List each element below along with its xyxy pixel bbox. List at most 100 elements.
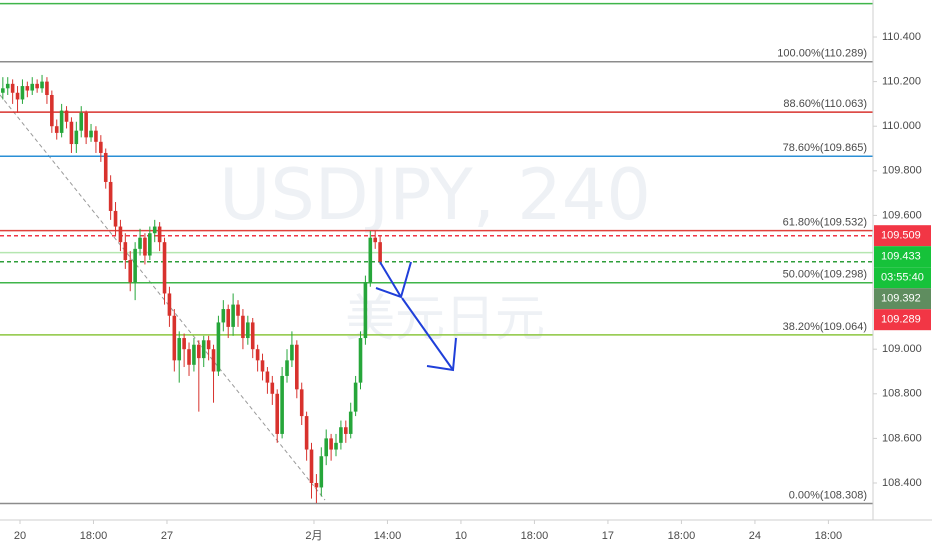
candle-body: [226, 309, 231, 327]
x-tick-label: 18:00: [80, 530, 108, 542]
candle-body: [211, 349, 216, 372]
price-badge: [874, 246, 931, 268]
candle-body: [89, 130, 93, 138]
candle-body: [84, 112, 88, 138]
candle-body: [270, 382, 275, 394]
candle-body: [265, 371, 270, 383]
fib-level-label: 100.00%(110.289): [777, 48, 867, 60]
candle-body: [353, 382, 358, 412]
candle-body: [216, 322, 221, 372]
candle-body: [20, 86, 25, 100]
candle-body: [64, 110, 69, 122]
candle-body: [59, 110, 64, 133]
arrow-1: [379, 261, 402, 298]
candle-body: [324, 438, 329, 457]
candle-body: [329, 438, 333, 450]
candle-body: [201, 340, 206, 359]
candle-body: [363, 282, 368, 339]
candle-body: [172, 315, 177, 361]
candle-body: [334, 442, 338, 450]
candle-body: [275, 393, 280, 434]
price-badge-label: 03:55:40: [881, 272, 924, 284]
arrow-2: [401, 297, 454, 371]
trend-line: [0, 94, 326, 501]
candle-body: [309, 449, 314, 483]
candle-body: [118, 226, 123, 243]
y-tick-label: 108.800: [882, 388, 922, 400]
candle-body: [138, 237, 142, 249]
candle-body: [40, 81, 44, 89]
plot: 100.00%(110.289) 88.60%(110.063) 78.60%(10…: [0, 2, 873, 505]
candle-body: [94, 130, 98, 142]
candle-body: [99, 141, 103, 153]
candle-body: [231, 304, 235, 327]
candle-body: [250, 322, 255, 350]
candle-body: [241, 315, 245, 339]
candle-body: [260, 360, 265, 372]
candle-body: [128, 260, 133, 283]
price-badge: [874, 309, 931, 331]
x-tick-label: 17: [602, 530, 614, 542]
candle-body: [79, 112, 84, 131]
arrow-1-head: [375, 261, 412, 299]
candle-body: [54, 126, 59, 133]
price-badge-label: 109.392: [881, 293, 921, 305]
price-badge-label: 109.509: [881, 230, 921, 242]
candle-body: [50, 94, 54, 127]
fib-level-label: 88.60%(110.063): [783, 98, 867, 110]
price-badge: [874, 267, 931, 289]
x-tick-label: 18:00: [815, 530, 843, 542]
candle-body: [358, 338, 363, 383]
candle-body: [5, 83, 10, 89]
candle-body: [152, 226, 157, 234]
x-tick-label: 10: [455, 530, 467, 542]
candle-body: [35, 83, 39, 89]
candle-body: [69, 121, 74, 145]
fib-level-label: 61.80%(109.532): [783, 216, 867, 228]
candle-body: [348, 411, 353, 434]
x-tick-label: 27: [161, 530, 173, 542]
price-badge: [874, 288, 931, 310]
candle-body: [74, 130, 79, 145]
candle-body: [314, 482, 319, 488]
candle-body: [187, 349, 191, 365]
candle-body: [123, 242, 128, 260]
candle-body: [192, 344, 196, 365]
candle-body: [148, 233, 152, 256]
candle-body: [368, 237, 373, 283]
candle-body: [167, 293, 172, 316]
forecast-arrows: [375, 261, 457, 372]
candle-body: [299, 389, 304, 417]
candle-body: [221, 309, 226, 323]
candle-body: [113, 210, 118, 227]
candle-body: [246, 322, 250, 339]
fib-level-label: 0.00%(108.308): [789, 489, 867, 501]
candle-body: [157, 226, 162, 243]
x-tick-label: 2月: [305, 530, 322, 542]
y-tick-label: 109.600: [882, 209, 922, 221]
y-tick-label: 108.400: [882, 477, 922, 489]
candle-body: [177, 338, 182, 361]
price-badge-label: 109.433: [881, 251, 921, 263]
arrow-2-head: [426, 337, 457, 372]
candle-body: [319, 456, 324, 488]
candle-body: [373, 237, 378, 243]
candle-body: [45, 81, 49, 95]
x-tick-label: 18:00: [521, 530, 549, 542]
y-tick-label: 110.400: [882, 31, 921, 43]
x-tick-label: 18:00: [668, 530, 696, 542]
price-badge: [874, 225, 931, 247]
candle-body: [1, 88, 5, 93]
watermark-title: USDJPY, 240: [219, 154, 651, 236]
candle-body: [25, 86, 30, 91]
y-tick-label: 110.200: [882, 76, 921, 88]
y-tick-label: 109.800: [882, 165, 922, 177]
price-badge-label: 109.289: [881, 314, 921, 326]
candle-body: [295, 344, 299, 390]
candle-body: [290, 344, 294, 361]
fib-level-label: 78.60%(109.865): [783, 142, 867, 154]
y-tick-label: 109.000: [882, 343, 922, 355]
